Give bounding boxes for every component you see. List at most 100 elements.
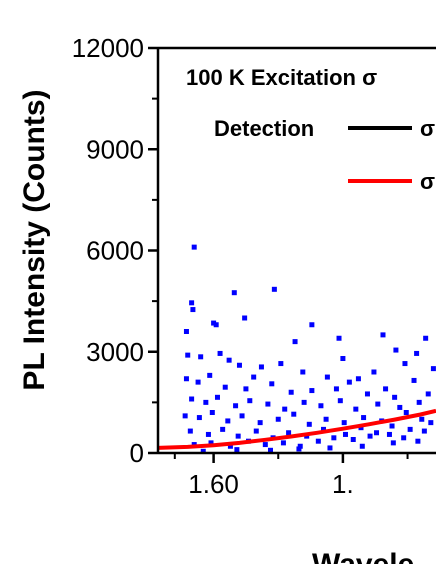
scatter-point xyxy=(291,411,297,417)
series-line-red xyxy=(157,408,436,450)
scatter-point xyxy=(323,416,329,422)
scatter-point xyxy=(217,350,223,356)
scatter-point xyxy=(280,440,286,446)
scatter-point xyxy=(358,425,364,431)
scatter-point xyxy=(207,372,213,378)
axes xyxy=(156,46,436,455)
scatter-point xyxy=(340,356,346,361)
scatter-point xyxy=(253,428,259,434)
scatter-point xyxy=(383,386,389,392)
scatter-point xyxy=(392,394,398,400)
scatter-point xyxy=(419,416,425,422)
scatter-point xyxy=(309,388,315,394)
ticks: 0 3000 6000 9000 12000 1.60 1. xyxy=(72,33,409,499)
scatter-point xyxy=(242,315,248,321)
scatter-point xyxy=(301,399,307,405)
scatter-point xyxy=(359,443,365,449)
x-tick-label: 1.60 xyxy=(188,469,239,499)
scatter-point xyxy=(407,426,413,432)
scatter-point xyxy=(257,420,263,426)
scatter-point xyxy=(195,379,201,385)
scatter-point xyxy=(374,430,380,436)
scatter-point xyxy=(286,430,292,436)
scatter-point xyxy=(428,420,434,426)
legend-label-black: σ xyxy=(420,116,435,141)
y-tick-label: 12000 xyxy=(72,33,144,63)
scatter-point xyxy=(200,448,206,454)
legend-title: 100 K Excitation σ xyxy=(186,65,377,90)
scatter-point xyxy=(430,366,436,372)
scatter-point xyxy=(411,377,417,383)
scatter-point xyxy=(367,433,373,439)
scatter-point xyxy=(375,401,381,407)
scatter-point xyxy=(243,386,249,392)
scatter-point xyxy=(415,438,421,444)
scatter-point xyxy=(401,435,407,441)
scatter-point xyxy=(297,443,303,449)
scatter-point xyxy=(211,320,217,326)
scatter-point xyxy=(208,440,214,446)
scatter-point xyxy=(269,381,275,387)
plot-area xyxy=(157,244,436,454)
scatter-point xyxy=(227,443,233,449)
scatter-point xyxy=(247,398,253,404)
scatter-point xyxy=(267,447,273,453)
scatter-point xyxy=(236,362,242,368)
scatter-point xyxy=(423,335,429,341)
scatter-point xyxy=(265,401,271,407)
y-tick-label: 6000 xyxy=(86,236,144,266)
scatter-point xyxy=(355,376,361,382)
scatter-point xyxy=(258,364,264,370)
scatter-point xyxy=(336,335,342,341)
scatter-point xyxy=(397,404,403,410)
scatter-point xyxy=(213,322,219,328)
y-tick-label: 0 xyxy=(130,438,144,468)
scatter-point xyxy=(380,332,386,338)
scatter-point xyxy=(235,433,241,439)
scatter-point xyxy=(231,290,237,296)
scatter-point xyxy=(251,374,257,380)
scatter-point xyxy=(402,361,408,367)
scatter-point xyxy=(271,286,277,292)
scatter-point xyxy=(318,403,324,409)
scatter-point xyxy=(414,350,420,356)
scatter-point xyxy=(371,369,377,375)
scatter-point xyxy=(324,374,330,380)
scatter-point xyxy=(262,442,268,448)
scatter-point xyxy=(220,426,226,432)
scatter-point xyxy=(364,391,370,397)
scatter-point xyxy=(300,369,306,375)
scatter-point xyxy=(341,420,347,426)
scatter-point xyxy=(214,394,220,400)
scatter-point xyxy=(390,440,396,446)
scatter-point xyxy=(393,347,399,353)
scatter-point xyxy=(183,376,189,382)
scatter-point xyxy=(337,398,343,404)
y-axis-title: PL Intensity (Counts) xyxy=(18,89,51,390)
scatter-point xyxy=(333,386,339,392)
scatter-point xyxy=(331,435,337,441)
scatter-point xyxy=(278,361,284,367)
scatter-point xyxy=(239,413,245,419)
scatter-point xyxy=(346,379,352,385)
scatter-point xyxy=(225,418,231,424)
scatter-point xyxy=(353,406,359,412)
scatter-point xyxy=(183,329,189,334)
scatter-point xyxy=(315,438,321,444)
x-axis-title: Wavele xyxy=(312,548,414,564)
scatter-point xyxy=(321,426,327,432)
scatter-point xyxy=(190,307,196,313)
scatter-point xyxy=(209,410,215,415)
scatter-point xyxy=(222,384,228,390)
scatter-point xyxy=(189,300,195,306)
legend-label-detection: Detection xyxy=(214,116,314,141)
legend-label-red: σ xyxy=(420,169,435,194)
scatter-point xyxy=(306,421,312,427)
y-tick-label: 9000 xyxy=(86,134,144,164)
scatter-point xyxy=(185,352,191,358)
scatter-point xyxy=(275,416,281,422)
scatter-point xyxy=(191,244,197,250)
scatter-point xyxy=(226,357,232,363)
scatter-point xyxy=(425,391,431,397)
